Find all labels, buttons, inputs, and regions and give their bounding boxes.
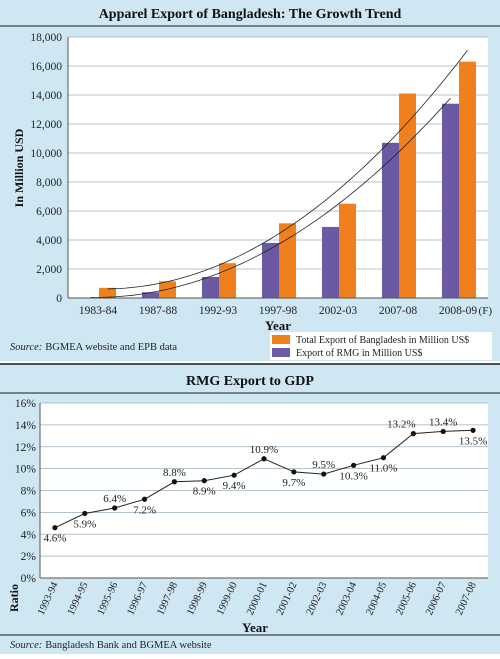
bar-x-tick-label: 1983-84 bbox=[79, 305, 118, 317]
total-export-bar bbox=[399, 94, 416, 298]
ratio-point bbox=[112, 505, 117, 510]
line-y-tick-label: 6% bbox=[21, 507, 37, 519]
ratio-point bbox=[202, 478, 207, 483]
bar-chart-title: Apparel Export of Bangladesh: The Growth… bbox=[99, 7, 402, 22]
bar-y-tick-label: 6,000 bbox=[36, 206, 62, 218]
bar-x-tick-label: 1992-93 bbox=[199, 305, 238, 317]
legend-label-total-export: Total Export of Bangladesh in Million US… bbox=[296, 335, 469, 346]
ratio-point bbox=[291, 469, 296, 474]
line-x-axis-label: Year bbox=[242, 620, 268, 635]
line-source-label: Source: bbox=[10, 640, 42, 651]
ratio-point bbox=[232, 473, 237, 478]
ratio-data-label: 9.7% bbox=[282, 477, 305, 489]
bar-source-label: Source: bbox=[10, 342, 42, 353]
ratio-point bbox=[261, 456, 266, 461]
ratio-data-label: 5.9% bbox=[73, 518, 96, 530]
ratio-data-label: 10.9% bbox=[250, 444, 278, 456]
ratio-point bbox=[411, 431, 416, 436]
line-source-text: Bangladesh Bank and BGMEA website bbox=[45, 640, 212, 651]
ratio-data-label: 9.4% bbox=[223, 480, 246, 492]
total-export-bar bbox=[459, 62, 476, 298]
rmg-export-bar bbox=[382, 143, 399, 298]
line-chart-title: RMG Export to GDP bbox=[186, 374, 314, 389]
line-y-tick-label: 2% bbox=[21, 551, 37, 563]
ratio-data-label: 8.8% bbox=[163, 467, 186, 479]
total-export-bar bbox=[339, 204, 356, 298]
ratio-point bbox=[172, 479, 177, 484]
line-y-tick-label: 12% bbox=[15, 442, 37, 454]
rmg-export-bar bbox=[202, 277, 219, 298]
ratio-data-label: 8.9% bbox=[193, 486, 216, 498]
bar-y-tick-label: 16,000 bbox=[30, 61, 62, 73]
line-y-tick-label: 4% bbox=[21, 529, 37, 541]
line-y-tick-label: 8% bbox=[21, 486, 37, 498]
total-export-bar bbox=[99, 288, 116, 298]
bar-y-tick-label: 18,000 bbox=[30, 32, 62, 44]
total-export-bar bbox=[159, 281, 176, 298]
ratio-data-label: 10.3% bbox=[339, 470, 367, 482]
total-export-bar bbox=[219, 263, 236, 298]
bar-source-note: Source:BGMEA website and EPB data bbox=[10, 342, 177, 353]
category-note: (F) bbox=[479, 305, 493, 317]
bar-x-tick-label: 2008-09 bbox=[439, 305, 478, 317]
bar-x-tick-label: 2007-08 bbox=[379, 305, 418, 317]
ratio-data-label: 11.0% bbox=[369, 463, 397, 475]
ratio-data-label: 9.5% bbox=[312, 459, 335, 471]
ratio-data-label: 13.2% bbox=[387, 419, 415, 431]
line-y-tick-label: 10% bbox=[15, 464, 37, 476]
legend-swatch-rmg-export bbox=[272, 348, 290, 357]
ratio-point bbox=[321, 471, 326, 476]
total-export-bar bbox=[279, 223, 296, 298]
line-source-note: Source:Bangladesh Bank and BGMEA website bbox=[10, 640, 212, 651]
ratio-data-label: 7.2% bbox=[133, 504, 156, 516]
ratio-data-label: 13.4% bbox=[429, 416, 457, 428]
ratio-data-label: 13.5% bbox=[459, 435, 487, 447]
line-y-axis-label: Ratio bbox=[7, 584, 21, 612]
legend-swatch-total-export bbox=[272, 335, 290, 344]
bar-chart-panel: Apparel Export of Bangladesh: The Growth… bbox=[0, 0, 500, 361]
ratio-point bbox=[142, 497, 147, 502]
bar-legend: Total Export of Bangladesh in Million US… bbox=[270, 332, 492, 360]
rmg-export-bar bbox=[322, 227, 339, 298]
bar-y-tick-label: 10,000 bbox=[30, 148, 62, 160]
bar-y-axis-label: In Million USD bbox=[12, 128, 26, 207]
bar-x-tick-label: 1997-98 bbox=[259, 305, 298, 317]
ratio-point bbox=[52, 525, 57, 530]
ratio-point bbox=[351, 463, 356, 468]
bar-source-text: BGMEA website and EPB data bbox=[45, 342, 177, 353]
ratio-data-label: 4.6% bbox=[43, 533, 66, 545]
line-y-tick-label: 0% bbox=[21, 573, 37, 585]
ratio-data-label: 6.4% bbox=[103, 493, 126, 505]
line-y-tick-label: 14% bbox=[15, 420, 37, 432]
rmg-export-bar bbox=[142, 292, 159, 298]
ratio-point bbox=[441, 429, 446, 434]
ratio-point bbox=[381, 455, 386, 460]
bar-y-tick-label: 4,000 bbox=[36, 235, 62, 247]
ratio-point bbox=[470, 428, 475, 433]
line-chart-panel: RMG Export to GDP 16% 14% 12% 10% 8% 6% 4% 2% 0%… bbox=[0, 364, 500, 654]
bar-y-tick-label: 2,000 bbox=[36, 264, 62, 276]
bar-y-tick-label: 12,000 bbox=[30, 119, 62, 131]
bar-x-tick-label: 2002-03 bbox=[319, 305, 358, 317]
bar-y-tick-label: 14,000 bbox=[30, 90, 62, 102]
legend-label-rmg-export: Export of RMG in Million US$ bbox=[296, 348, 422, 359]
line-y-tick-label: 16% bbox=[15, 398, 37, 410]
ratio-point bbox=[82, 511, 87, 516]
rmg-export-bar bbox=[442, 104, 459, 298]
bar-y-tick-label: 8,000 bbox=[36, 177, 62, 189]
bar-x-axis-label: Year bbox=[265, 318, 291, 333]
bar-y-tick-label: 0 bbox=[56, 293, 62, 305]
rmg-export-bar bbox=[262, 243, 279, 298]
bar-x-tick-label: 1987-88 bbox=[139, 305, 178, 317]
